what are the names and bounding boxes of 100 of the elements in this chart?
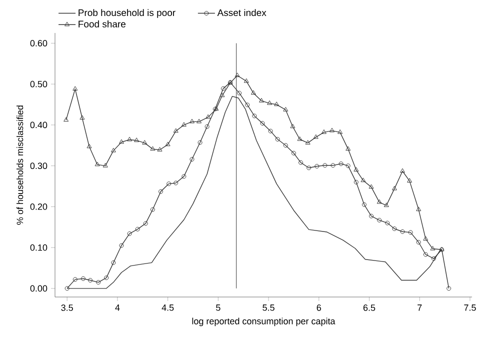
point	[275, 137, 280, 142]
y-tick-label: 0.00	[30, 285, 48, 292]
point	[400, 168, 406, 173]
point	[220, 92, 225, 98]
point	[166, 182, 172, 186]
point	[258, 98, 264, 102]
point	[198, 140, 202, 145]
point	[204, 124, 210, 129]
point	[368, 184, 374, 189]
point	[354, 180, 358, 184]
point	[260, 121, 265, 126]
point	[314, 164, 320, 168]
point	[354, 167, 359, 172]
point	[338, 162, 344, 166]
x-tick-label: 5	[216, 304, 220, 311]
point	[321, 129, 326, 134]
point	[181, 122, 186, 126]
point	[196, 118, 202, 124]
x-tick-label: 3.5	[61, 304, 73, 311]
x-tick-label: 5.5	[262, 304, 274, 311]
x-tick-label: 7	[418, 304, 422, 311]
point	[245, 102, 250, 108]
point	[369, 214, 374, 218]
point	[158, 189, 164, 194]
point	[189, 118, 194, 124]
legend-label: Asset index	[217, 9, 266, 16]
point	[268, 128, 273, 134]
point	[119, 243, 124, 248]
point	[127, 136, 132, 142]
y-tick-label: 0.60	[30, 40, 48, 46]
point	[190, 157, 194, 162]
point	[150, 146, 156, 151]
point	[423, 236, 428, 241]
point	[157, 147, 162, 152]
point	[290, 124, 296, 128]
point	[298, 160, 304, 165]
point	[134, 138, 140, 142]
point	[250, 90, 256, 95]
point	[111, 260, 116, 265]
point	[362, 202, 366, 207]
point	[430, 246, 436, 250]
legend-label: Food share	[78, 20, 126, 28]
point	[252, 114, 257, 118]
point	[206, 114, 211, 119]
point	[118, 139, 124, 144]
point	[234, 72, 240, 78]
point	[220, 86, 226, 91]
point	[174, 180, 178, 186]
point	[392, 186, 397, 190]
point	[96, 280, 101, 285]
point	[142, 140, 148, 144]
point	[165, 142, 170, 146]
point	[400, 229, 405, 234]
point	[423, 252, 428, 257]
point	[135, 226, 140, 232]
point	[322, 163, 328, 168]
point	[346, 146, 351, 151]
point	[173, 128, 178, 133]
point	[283, 106, 288, 112]
point	[330, 163, 336, 168]
point	[244, 78, 249, 83]
point	[80, 115, 85, 120]
point	[291, 150, 296, 156]
x-tick-label: 6	[316, 304, 322, 311]
x-tick-label: 4	[115, 304, 120, 311]
point	[64, 117, 69, 122]
point	[416, 240, 421, 244]
point	[86, 144, 92, 148]
point	[150, 207, 155, 212]
point	[110, 148, 116, 152]
x-tick-label: 4.5	[162, 304, 174, 311]
point	[385, 220, 390, 226]
point	[104, 276, 109, 280]
point	[80, 276, 86, 281]
point	[392, 226, 397, 231]
point	[376, 199, 382, 204]
point	[274, 102, 280, 106]
legend-label: Prob household is poor	[78, 9, 176, 18]
point	[72, 277, 78, 282]
point	[305, 140, 310, 144]
point	[88, 278, 93, 282]
x-axis-title: log reported consumption per capita	[192, 318, 336, 326]
y-tick-label: 0.50	[30, 80, 48, 88]
point	[94, 162, 100, 166]
y-tick-label: 0.20	[30, 204, 48, 210]
point	[407, 178, 412, 182]
point	[306, 166, 312, 170]
point	[360, 178, 366, 182]
point	[329, 128, 334, 132]
point	[408, 230, 413, 235]
point	[338, 129, 343, 134]
point	[72, 86, 78, 91]
y-tick-label: 0.30	[30, 162, 48, 170]
point	[237, 90, 242, 96]
y-tick-label: 0.10	[30, 244, 48, 251]
point	[416, 206, 422, 212]
point	[182, 174, 186, 179]
point	[297, 136, 302, 141]
y-axis-title: % of households misclassified	[16, 106, 24, 225]
point	[267, 100, 272, 105]
